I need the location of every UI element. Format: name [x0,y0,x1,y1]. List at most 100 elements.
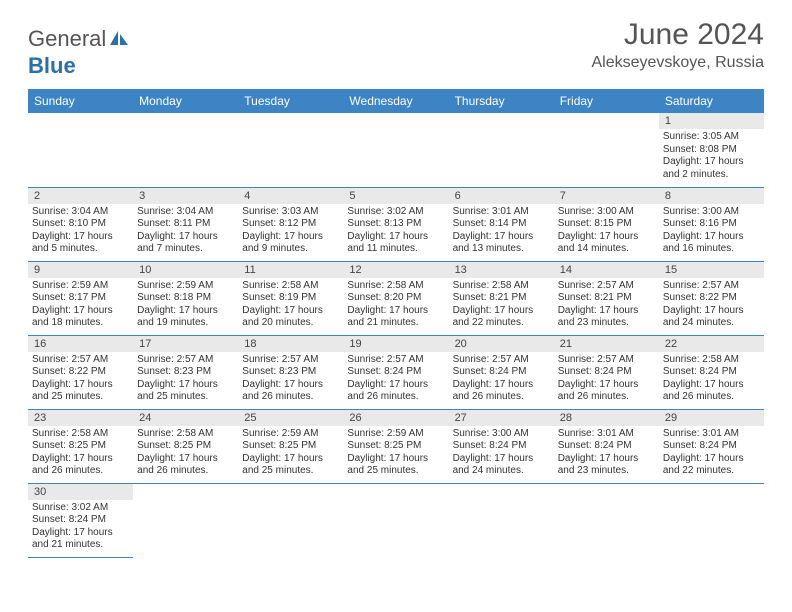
calendar-cell: 2Sunrise: 3:04 AMSunset: 8:10 PMDaylight… [28,187,133,261]
sunset-line: Sunset: 8:20 PM [347,292,444,305]
calendar-cell: 21Sunrise: 2:57 AMSunset: 8:24 PMDayligh… [554,335,659,409]
day-number: 8 [659,188,764,204]
daylight-line: Daylight: 17 hours and 2 minutes. [663,156,760,181]
calendar-cell: 4Sunrise: 3:03 AMSunset: 8:12 PMDaylight… [238,187,343,261]
day-detail: Sunrise: 2:57 AMSunset: 8:22 PMDaylight:… [659,278,764,334]
daylight-line: Daylight: 17 hours and 26 minutes. [137,453,234,478]
day-number: 10 [133,262,238,278]
brand-part1: General [28,26,106,51]
calendar-cell: 25Sunrise: 2:59 AMSunset: 8:25 PMDayligh… [238,409,343,483]
day-detail: Sunrise: 2:58 AMSunset: 8:20 PMDaylight:… [343,278,448,334]
daylight-line: Daylight: 17 hours and 26 minutes. [558,379,655,404]
sunset-line: Sunset: 8:12 PM [242,218,339,231]
calendar-cell: 16Sunrise: 2:57 AMSunset: 8:22 PMDayligh… [28,335,133,409]
sunrise-line: Sunrise: 3:01 AM [663,428,760,441]
weekday-header: Thursday [449,89,554,113]
location: Alekseyevskoye, Russia [591,54,764,72]
calendar-cell: 26Sunrise: 2:59 AMSunset: 8:25 PMDayligh… [343,409,448,483]
sunrise-line: Sunrise: 3:03 AM [242,206,339,219]
day-detail: Sunrise: 2:59 AMSunset: 8:18 PMDaylight:… [133,278,238,334]
calendar-cell: 3Sunrise: 3:04 AMSunset: 8:11 PMDaylight… [133,187,238,261]
day-number: 17 [133,336,238,352]
sunset-line: Sunset: 8:25 PM [242,440,339,453]
calendar-head: Sunday Monday Tuesday Wednesday Thursday… [28,89,764,113]
calendar-cell [238,113,343,187]
calendar-cell [554,483,659,557]
calendar-cell: 29Sunrise: 3:01 AMSunset: 8:24 PMDayligh… [659,409,764,483]
calendar-cell [343,483,448,557]
day-detail: Sunrise: 2:57 AMSunset: 8:23 PMDaylight:… [238,352,343,408]
calendar-cell [659,483,764,557]
sunset-line: Sunset: 8:24 PM [347,366,444,379]
sunrise-line: Sunrise: 3:05 AM [663,131,760,144]
day-detail: Sunrise: 2:57 AMSunset: 8:24 PMDaylight:… [554,352,659,408]
sunset-line: Sunset: 8:13 PM [347,218,444,231]
sunrise-line: Sunrise: 2:57 AM [663,280,760,293]
day-number: 6 [449,188,554,204]
sunset-line: Sunset: 8:14 PM [453,218,550,231]
calendar-cell: 7Sunrise: 3:00 AMSunset: 8:15 PMDaylight… [554,187,659,261]
day-number: 18 [238,336,343,352]
daylight-line: Daylight: 17 hours and 25 minutes. [137,379,234,404]
daylight-line: Daylight: 17 hours and 13 minutes. [453,231,550,256]
sunset-line: Sunset: 8:25 PM [347,440,444,453]
day-number: 2 [28,188,133,204]
sunrise-line: Sunrise: 2:59 AM [242,428,339,441]
day-detail: Sunrise: 2:59 AMSunset: 8:25 PMDaylight:… [343,426,448,482]
calendar-cell: 1Sunrise: 3:05 AMSunset: 8:08 PMDaylight… [659,113,764,187]
daylight-line: Daylight: 17 hours and 26 minutes. [663,379,760,404]
sunrise-line: Sunrise: 2:57 AM [558,280,655,293]
day-detail: Sunrise: 2:58 AMSunset: 8:24 PMDaylight:… [659,352,764,408]
day-number: 4 [238,188,343,204]
daylight-line: Daylight: 17 hours and 25 minutes. [242,453,339,478]
day-number: 3 [133,188,238,204]
logo-sail-icon [108,27,130,53]
calendar-cell [238,483,343,557]
calendar-cell: 18Sunrise: 2:57 AMSunset: 8:23 PMDayligh… [238,335,343,409]
title-block: June 2024 Alekseyevskoye, Russia [591,18,764,72]
day-number: 28 [554,410,659,426]
day-detail: Sunrise: 2:59 AMSunset: 8:17 PMDaylight:… [28,278,133,334]
sunrise-line: Sunrise: 2:58 AM [663,354,760,367]
calendar-table: Sunday Monday Tuesday Wednesday Thursday… [28,89,764,558]
sunrise-line: Sunrise: 2:57 AM [453,354,550,367]
calendar-cell: 28Sunrise: 3:01 AMSunset: 8:24 PMDayligh… [554,409,659,483]
sunset-line: Sunset: 8:22 PM [32,366,129,379]
daylight-line: Daylight: 17 hours and 23 minutes. [558,453,655,478]
day-detail: Sunrise: 2:59 AMSunset: 8:25 PMDaylight:… [238,426,343,482]
day-detail: Sunrise: 3:02 AMSunset: 8:13 PMDaylight:… [343,204,448,260]
sunset-line: Sunset: 8:23 PM [242,366,339,379]
sunrise-line: Sunrise: 3:01 AM [453,206,550,219]
day-number: 20 [449,336,554,352]
sunset-line: Sunset: 8:24 PM [453,440,550,453]
day-number: 30 [28,484,133,500]
sunset-line: Sunset: 8:10 PM [32,218,129,231]
calendar-cell: 19Sunrise: 2:57 AMSunset: 8:24 PMDayligh… [343,335,448,409]
sunrise-line: Sunrise: 2:57 AM [347,354,444,367]
calendar-cell: 24Sunrise: 2:58 AMSunset: 8:25 PMDayligh… [133,409,238,483]
day-detail: Sunrise: 2:58 AMSunset: 8:21 PMDaylight:… [449,278,554,334]
sunset-line: Sunset: 8:25 PM [137,440,234,453]
daylight-line: Daylight: 17 hours and 5 minutes. [32,231,129,256]
calendar-body: 1Sunrise: 3:05 AMSunset: 8:08 PMDaylight… [28,113,764,557]
day-detail: Sunrise: 3:01 AMSunset: 8:24 PMDaylight:… [659,426,764,482]
daylight-line: Daylight: 17 hours and 7 minutes. [137,231,234,256]
day-number: 5 [343,188,448,204]
sunrise-line: Sunrise: 3:00 AM [558,206,655,219]
day-detail: Sunrise: 3:00 AMSunset: 8:15 PMDaylight:… [554,204,659,260]
sunrise-line: Sunrise: 2:57 AM [558,354,655,367]
sunrise-line: Sunrise: 3:01 AM [558,428,655,441]
sunrise-line: Sunrise: 2:58 AM [137,428,234,441]
day-number: 22 [659,336,764,352]
weekday-header: Wednesday [343,89,448,113]
daylight-line: Daylight: 17 hours and 21 minutes. [347,305,444,330]
calendar-cell: 12Sunrise: 2:58 AMSunset: 8:20 PMDayligh… [343,261,448,335]
sunrise-line: Sunrise: 3:04 AM [137,206,234,219]
daylight-line: Daylight: 17 hours and 22 minutes. [453,305,550,330]
sunset-line: Sunset: 8:23 PM [137,366,234,379]
day-detail: Sunrise: 2:58 AMSunset: 8:25 PMDaylight:… [133,426,238,482]
day-detail: Sunrise: 2:57 AMSunset: 8:24 PMDaylight:… [343,352,448,408]
sunset-line: Sunset: 8:19 PM [242,292,339,305]
calendar-cell [133,483,238,557]
sunrise-line: Sunrise: 2:57 AM [242,354,339,367]
